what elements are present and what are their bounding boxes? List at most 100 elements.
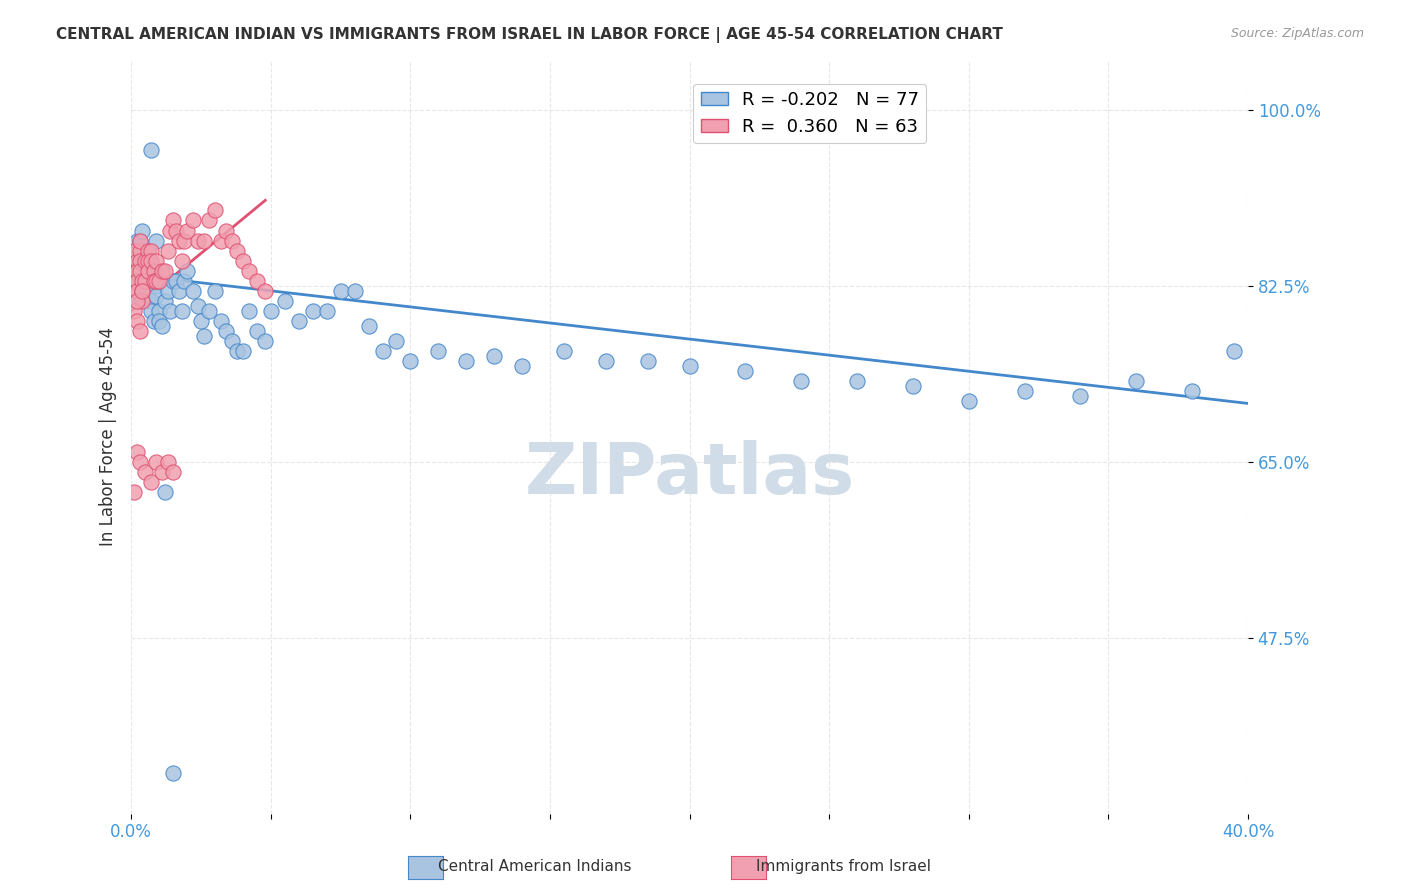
Point [148, 304, 170, 318]
Point [128, 253, 150, 268]
Point [165, 274, 187, 288]
Point [134, 465, 156, 479]
Point [190, 314, 212, 328]
Point [156, 284, 179, 298]
Point [637, 354, 659, 368]
Point [162, 213, 184, 227]
Point [482, 349, 505, 363]
Point [181, 213, 204, 227]
Point [1069, 389, 1091, 403]
Point [134, 253, 156, 268]
Text: Source: ZipAtlas.com: Source: ZipAtlas.com [1230, 27, 1364, 40]
Point [136, 244, 159, 258]
Point [131, 274, 153, 288]
Point [209, 314, 232, 328]
Point [125, 234, 148, 248]
Point [131, 284, 153, 298]
Point [204, 203, 226, 218]
Point [142, 274, 165, 288]
Point [145, 455, 167, 469]
Point [139, 143, 162, 157]
Point [456, 354, 478, 368]
Point [1223, 344, 1246, 359]
Point [122, 263, 145, 277]
Point [145, 289, 167, 303]
Point [957, 394, 980, 409]
Point [176, 263, 198, 277]
Point [125, 253, 148, 268]
Point [128, 234, 150, 248]
Point [167, 234, 190, 248]
Point [139, 244, 162, 258]
Point [170, 253, 193, 268]
Point [122, 274, 145, 288]
Point [139, 293, 162, 308]
Point [142, 314, 165, 328]
Point [221, 334, 243, 348]
Y-axis label: In Labor Force | Age 45-54: In Labor Force | Age 45-54 [100, 327, 117, 546]
Point [150, 318, 173, 333]
Point [254, 334, 277, 348]
Point [128, 253, 150, 268]
Point [136, 253, 159, 268]
Point [167, 284, 190, 298]
Point [153, 293, 176, 308]
Point [226, 244, 249, 258]
Point [399, 354, 422, 368]
Point [139, 475, 162, 489]
Point [145, 253, 167, 268]
Point [148, 274, 170, 288]
Point [371, 344, 394, 359]
Point [148, 314, 170, 328]
Point [238, 263, 260, 277]
Point [128, 455, 150, 469]
Point [254, 284, 277, 298]
Point [139, 304, 162, 318]
Point [1181, 384, 1204, 399]
Point [187, 234, 209, 248]
Point [122, 274, 145, 288]
Point [734, 364, 756, 378]
Point [246, 274, 269, 288]
Point [128, 324, 150, 338]
Point [134, 274, 156, 288]
Point [215, 324, 238, 338]
Point [153, 263, 176, 277]
Point [226, 344, 249, 359]
Point [162, 465, 184, 479]
Point [125, 284, 148, 298]
Point [125, 444, 148, 458]
Point [173, 234, 195, 248]
Point [170, 304, 193, 318]
Point [128, 234, 150, 248]
Point [156, 244, 179, 258]
Point [846, 374, 869, 388]
Point [198, 213, 221, 227]
Point [128, 244, 150, 258]
Point [1125, 374, 1147, 388]
Point [125, 314, 148, 328]
Point [125, 263, 148, 277]
Point [260, 304, 283, 318]
Point [1014, 384, 1036, 399]
Point [790, 374, 813, 388]
Point [329, 284, 352, 298]
Point [145, 278, 167, 293]
Point [131, 263, 153, 277]
Point [150, 263, 173, 277]
Point [128, 263, 150, 277]
Point [343, 284, 366, 298]
Point [134, 274, 156, 288]
Point [173, 274, 195, 288]
Point [153, 484, 176, 499]
Point [287, 314, 309, 328]
Point [678, 359, 700, 374]
Point [162, 766, 184, 780]
Point [246, 324, 269, 338]
Point [901, 379, 924, 393]
Point [131, 223, 153, 237]
Point [181, 284, 204, 298]
Point [136, 289, 159, 303]
Point [232, 344, 254, 359]
Text: Central American Indians: Central American Indians [437, 859, 631, 874]
